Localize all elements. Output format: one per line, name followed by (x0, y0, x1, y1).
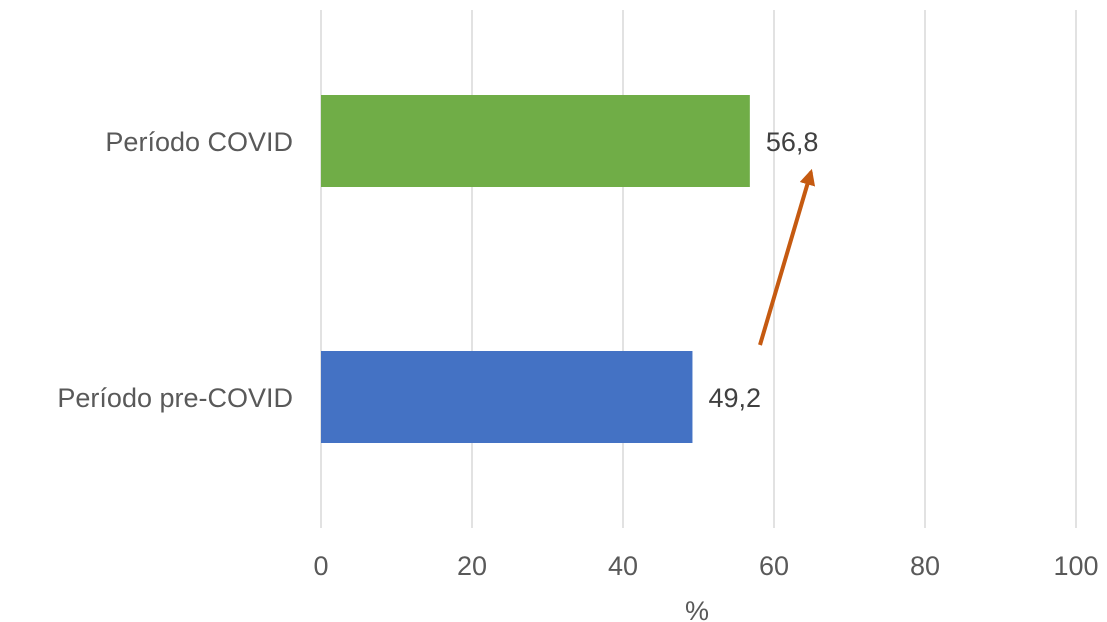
gridlines (320, 10, 1077, 528)
category-labels: Período COVID Período pre-COVID (57, 127, 293, 413)
x-tick-label: 20 (457, 551, 487, 581)
x-tick-label: 40 (608, 551, 638, 581)
bar (321, 95, 750, 187)
data-label: 49,2 (708, 383, 761, 413)
category-label: Período COVID (105, 127, 293, 157)
x-axis-label: % (685, 596, 709, 622)
data-label: 56,8 (766, 127, 819, 157)
x-tick-labels: 0 20 40 60 80 100 (313, 551, 1098, 581)
data-labels: 56,8 49,2 (708, 127, 818, 413)
bars (321, 95, 750, 443)
category-label: Período pre-COVID (57, 383, 293, 413)
bar (321, 351, 693, 443)
x-tick-label: 80 (910, 551, 940, 581)
x-tick-label: 60 (759, 551, 789, 581)
increase-arrow (758, 168, 816, 346)
x-tick-label: 100 (1053, 551, 1098, 581)
x-tick-label: 0 (313, 551, 328, 581)
